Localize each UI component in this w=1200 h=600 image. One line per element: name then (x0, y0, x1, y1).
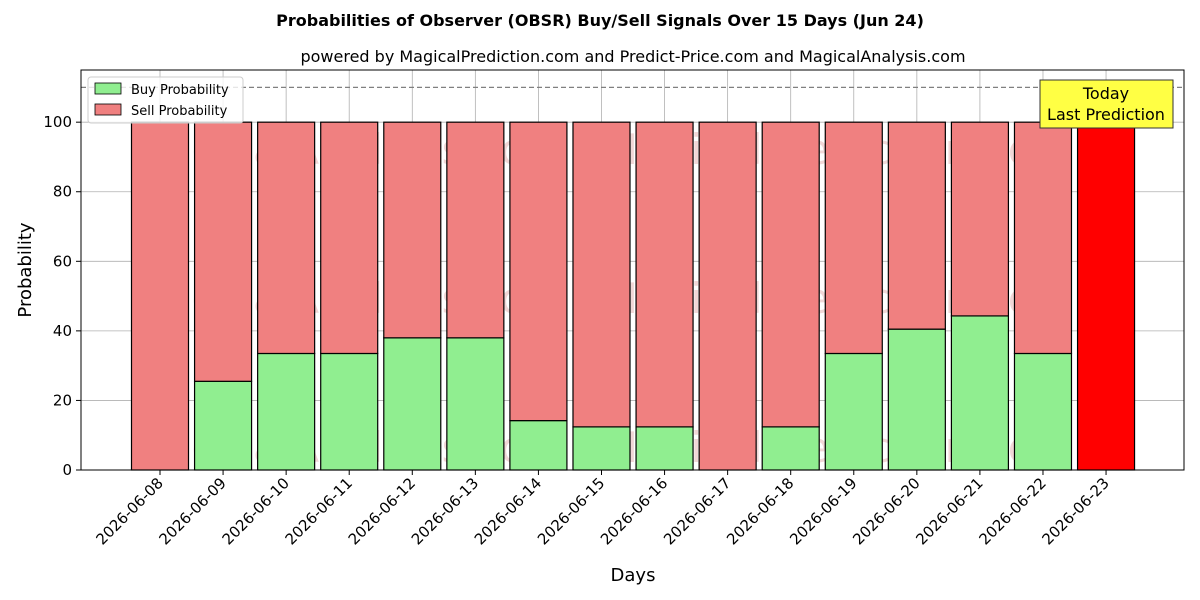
bar-sell-highlight (1076, 121, 1136, 471)
legend-label-buy: Buy Probability (131, 83, 229, 98)
bar-buy (761, 426, 820, 471)
legend-label-sell: Sell Probability (131, 104, 228, 119)
bar-buy (635, 426, 694, 471)
bar-sell (383, 121, 442, 339)
y-tick-label: 60 (53, 252, 72, 270)
bar-buy (509, 420, 568, 471)
bar-buy (824, 352, 883, 471)
bars (130, 121, 1136, 471)
bar-sell (130, 121, 190, 471)
bar-buy (1013, 352, 1073, 471)
bar-buy (572, 426, 631, 471)
annotation-line1: Today (1082, 84, 1129, 103)
legend-swatch-buy (94, 82, 122, 95)
chart-subtitle: powered by MagicalPrediction.com and Pre… (300, 47, 965, 66)
annotation-line2: Last Prediction (1047, 105, 1165, 124)
y-tick-label: 20 (53, 391, 72, 409)
annotation-box (1039, 79, 1174, 129)
bar-sell (698, 121, 757, 471)
bar-buy (887, 328, 946, 471)
bar-sell (887, 121, 946, 330)
bar-sell (1013, 121, 1073, 355)
bar-buy (193, 380, 253, 471)
x-axis-label: Days (611, 565, 656, 586)
bar-sell (824, 121, 883, 355)
bar-sell (761, 121, 820, 428)
bar-buy (383, 337, 442, 471)
bar-sell (446, 121, 505, 339)
bar-sell (193, 121, 253, 382)
y-tick-label: 80 (53, 183, 72, 201)
legend-swatch-sell (94, 103, 122, 116)
today-annotation: Today Last Prediction (1039, 79, 1174, 129)
y-tick-label: 40 (53, 322, 72, 340)
bar-sell (320, 121, 379, 355)
y-tick-label: 100 (43, 113, 72, 131)
plot-frame (80, 69, 1185, 471)
bar-sell (572, 121, 631, 428)
bar-sell (950, 121, 1010, 317)
y-tick-label: 0 (62, 461, 72, 479)
bar-buy (950, 315, 1010, 471)
legend: Buy Probability Sell Probability (87, 76, 244, 124)
y-axis-label: Probability (15, 222, 36, 317)
bar-sell (635, 121, 694, 428)
bar-sell (509, 121, 568, 422)
bar-sell (257, 121, 316, 355)
bar-buy (446, 337, 505, 471)
y-axis-ticks: 0 20 40 60 80 100 (43, 113, 81, 479)
legend-box (87, 76, 244, 124)
bar-buy (257, 352, 316, 471)
chart-title: Probabilities of Observer (OBSR) Buy/Sel… (276, 11, 924, 30)
bar-buy (320, 352, 379, 471)
